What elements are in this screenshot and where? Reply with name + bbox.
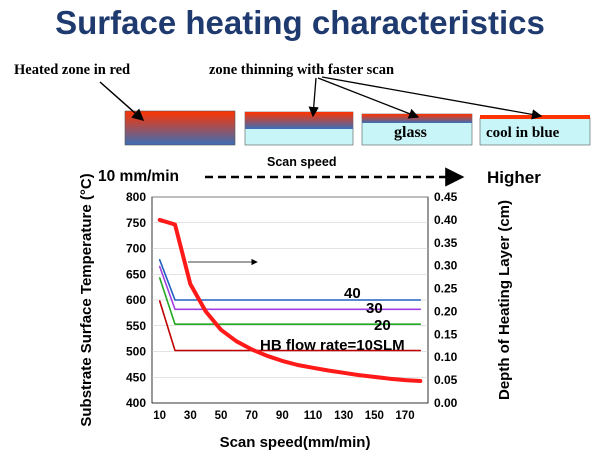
series-label-40: 40 — [344, 285, 361, 302]
temperature-line-2 — [158, 277, 422, 326]
x-tick-label: 110 — [304, 410, 323, 422]
y-right-tick-label: 0.00 — [434, 396, 458, 410]
y-right-tick-label: 0.10 — [434, 350, 458, 364]
chart: 10 30 50 70 90 110 130 150 170 400 450 500 550 600 65… — [78, 173, 513, 451]
x-tick-label: 130 — [334, 410, 353, 422]
y-left-axis-label: Substrate Surface Temperature (°C) — [78, 173, 95, 426]
slide-title: Surface heating characteristics — [55, 4, 545, 41]
y-left-tick-label: 750 — [126, 216, 146, 230]
temperature-line-3 — [158, 300, 422, 352]
y-left-tick-labels: 400 450 500 550 600 650 700 750 800 — [126, 190, 146, 410]
series-layer — [157, 217, 423, 383]
x-tick-labels: 10 30 50 70 90 110 130 150 170 — [153, 410, 414, 422]
zone-thinning-label: zone thinning with faster scan — [209, 62, 395, 78]
pointer-arrow-zone-2 — [308, 77, 319, 118]
pointer-arrow-heated — [99, 81, 145, 121]
y-left-tick-label: 450 — [126, 370, 146, 384]
y-left-tick-label: 400 — [126, 396, 146, 410]
y-left-tick-label: 800 — [126, 190, 146, 204]
x-axis-label: Scan speed(mm/min) — [220, 434, 371, 451]
heated-zone-label: Heated zone in red — [14, 62, 131, 78]
y-right-tick-label: 0.35 — [434, 236, 458, 250]
y-left-tick-label: 550 — [126, 319, 146, 333]
x-tick-label: 170 — [395, 410, 414, 422]
y-right-tick-label: 0.05 — [434, 373, 458, 387]
y-right-tick-label: 0.40 — [434, 213, 458, 227]
x-tick-label: 50 — [215, 410, 228, 422]
y-left-tick-label: 600 — [126, 293, 146, 307]
scan-speed-caption: Scan speed — [267, 155, 336, 169]
series-label-30: 30 — [366, 300, 383, 317]
pointer-arrow-zone-4 — [321, 76, 543, 120]
y-right-tick-label: 0.30 — [434, 259, 458, 273]
y-left-tick-label: 650 — [126, 267, 146, 281]
y-right-tick-label: 0.45 — [434, 190, 458, 204]
y-right-axis-label: Depth of Heating Layer (cm) — [496, 200, 513, 400]
y-right-tick-label: 0.25 — [434, 282, 458, 296]
pointer-arrow-zone-3 — [317, 77, 420, 119]
heated-block-2 — [244, 111, 354, 146]
x-tick-label: 70 — [245, 410, 258, 422]
series-label-20: 20 — [374, 317, 391, 334]
temperature-line-0 — [158, 258, 422, 301]
scan-speed-start-label: 10 mm/min — [98, 168, 179, 185]
cool-label: cool in blue — [486, 125, 560, 141]
y-left-tick-label: 500 — [126, 345, 146, 359]
glass-label: glass — [394, 124, 427, 141]
annotation-label: HB flow rate=10SLM — [260, 337, 405, 354]
y-right-tick-label: 0.15 — [434, 327, 458, 341]
scan-speed-end-label: Higher — [487, 168, 541, 187]
y-left-tick-label: 700 — [126, 242, 146, 256]
heated-block-1 — [124, 110, 236, 146]
y-right-tick-label: 0.20 — [434, 304, 458, 318]
x-tick-label: 30 — [184, 410, 197, 422]
depth-curve-4 — [157, 217, 423, 383]
x-tick-label: 90 — [276, 410, 289, 422]
x-tick-label: 150 — [365, 410, 384, 422]
y-right-tick-labels: 0.00 0.05 0.10 0.15 0.20 0.25 0.30 0.35 0.40 0.45 — [434, 190, 458, 410]
temperature-line-1 — [158, 265, 422, 311]
x-tick-label: 10 — [153, 410, 166, 422]
